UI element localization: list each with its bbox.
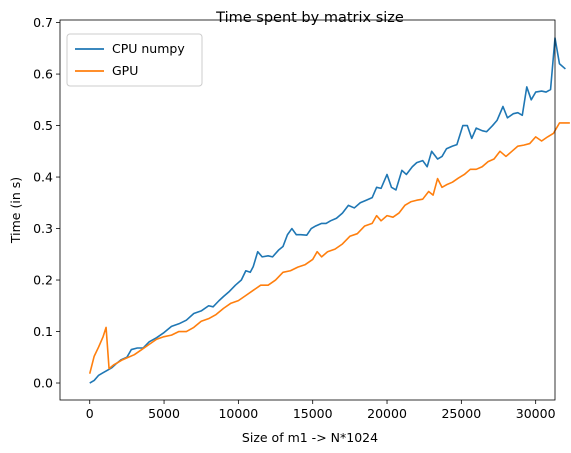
y-tick-label: 0.3: [33, 221, 53, 236]
y-axis-label: Time (in s): [8, 177, 23, 244]
series-line-cpu-numpy: [89, 37, 566, 384]
x-tick-label: 20000: [367, 406, 407, 421]
axis-ticks: 0 5000 10000 15000 20000 25000 30000 0.0 0.1 0.2 0…: [33, 15, 555, 421]
x-tick-label: 0: [86, 406, 94, 421]
legend-label-gpu: GPU: [112, 63, 138, 78]
plot-frame: [59, 19, 556, 401]
legend: CPU numpy GPU: [66, 33, 203, 87]
legend-box: [66, 33, 203, 87]
y-tick-label: 0.4: [33, 170, 53, 185]
y-tick-label: 0.7: [33, 15, 53, 30]
y-tick-label: 0.0: [33, 376, 53, 391]
x-axis-label: Size of m1 -> N*1024: [242, 430, 378, 445]
x-tick-label: 30000: [516, 406, 556, 421]
legend-label-cpu-numpy: CPU numpy: [112, 41, 185, 56]
y-tick-label: 0.5: [33, 118, 53, 133]
chart-title: Time spent by matrix size: [215, 10, 404, 26]
y-tick-label: 0.1: [33, 324, 53, 339]
x-tick-label: 10000: [218, 406, 258, 421]
y-tick-label: 0.2: [33, 273, 53, 288]
series-line-gpu: [88, 122, 570, 374]
x-tick-label: 5000: [148, 406, 180, 421]
x-tick-label: 25000: [441, 406, 481, 421]
x-tick-label: 15000: [293, 406, 333, 421]
data-lines: [88, 37, 570, 384]
y-tick-label: 0.6: [33, 67, 53, 82]
